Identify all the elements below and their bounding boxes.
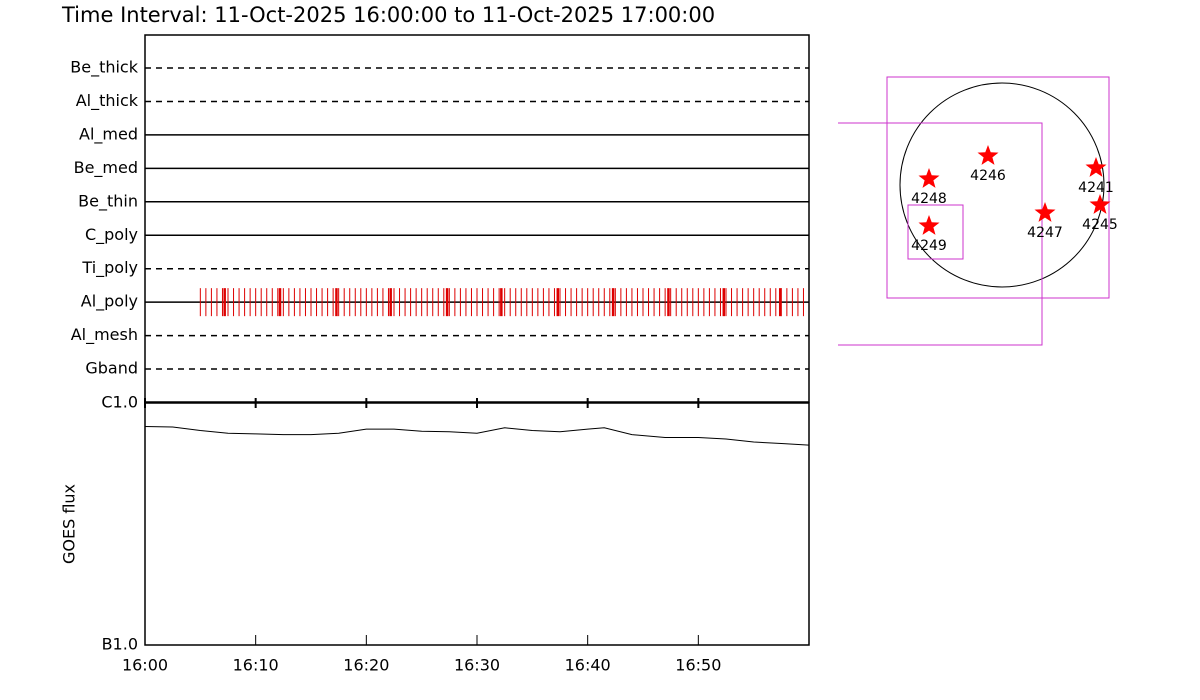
active-region-star [1085, 157, 1107, 177]
active-region-label: 4247 [1027, 225, 1063, 241]
filter-label: Al_thick [76, 91, 139, 111]
y-tick-label: C1.0 [101, 393, 138, 412]
active-region-star [918, 215, 940, 235]
x-tick-label: 16:10 [233, 656, 279, 675]
active-region-label: 4245 [1082, 217, 1118, 233]
filter-label: Ti_poly [81, 258, 138, 278]
active-region-label: 4241 [1078, 180, 1114, 196]
filter-label: Gband [85, 359, 138, 378]
filter-label: Al_mesh [71, 325, 138, 345]
x-tick-label: 16:00 [122, 656, 168, 675]
fov-box [838, 122, 1043, 346]
solar-disk [899, 82, 1105, 288]
filter-label: Be_thick [70, 58, 138, 78]
y-axis-label: GOES flux [60, 484, 79, 564]
x-tick-label: 16:50 [675, 656, 721, 675]
y-tick-label: B1.0 [102, 635, 138, 654]
filter-label: Al_med [79, 124, 138, 144]
active-region-star [1089, 194, 1111, 214]
filter-label: C_poly [85, 225, 138, 245]
active-region-label: 4248 [911, 191, 947, 207]
active-region-star [1034, 202, 1056, 222]
x-tick-label: 16:20 [343, 656, 389, 675]
x-tick-label: 16:40 [565, 656, 611, 675]
active-region-star [918, 168, 940, 188]
filter-label: Al_poly [81, 292, 138, 312]
chart-title: Time Interval: 11-Oct-2025 16:00:00 to 1… [61, 3, 715, 27]
fov-box [907, 204, 964, 260]
x-tick-label: 16:30 [454, 656, 500, 675]
fov-box [886, 76, 1110, 299]
goes-curve [144, 426, 810, 446]
goes-frame [144, 402, 810, 646]
active-region-label: 4249 [911, 238, 947, 254]
timeline-frame [144, 34, 810, 403]
active-region-label: 4246 [970, 168, 1006, 184]
filter-label: Be_thin [78, 191, 138, 211]
active-region-star [977, 145, 999, 165]
filter-label: Be_med [74, 158, 138, 178]
